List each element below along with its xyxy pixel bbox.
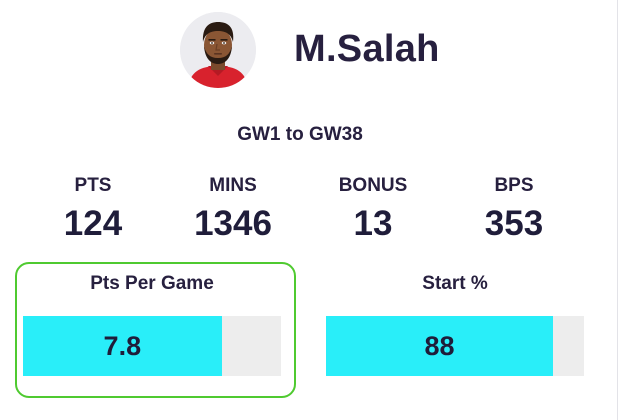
stat-value: 13: [353, 204, 393, 243]
player-name: M.Salah: [294, 28, 440, 70]
stat-value: 1346: [194, 204, 272, 243]
start-pct-bar-fill: [326, 316, 554, 376]
stat-value: 353: [484, 204, 544, 243]
gameweek-range: GW1 to GW38: [237, 124, 363, 145]
player-portrait-icon: [180, 12, 256, 88]
stat-label: BONUS: [338, 175, 408, 196]
pts-per-game-bar-fill: [23, 316, 222, 376]
player-avatar: [180, 12, 256, 88]
start-pct-value: 88: [424, 331, 455, 361]
pts-per-game-value: 7.8: [103, 331, 142, 361]
stat-label: BPS: [494, 175, 534, 196]
metric-label-pts-per-game: Pts Per Game: [90, 273, 214, 294]
highlight-box: [15, 262, 296, 398]
stat-mins: MINS 1346: [163, 174, 303, 244]
stat-label: PTS: [74, 175, 112, 196]
pts-per-game-bar: 7.8: [23, 316, 281, 376]
stat-value: 124: [63, 204, 123, 243]
stat-pts: PTS 124: [23, 174, 163, 244]
start-pct-bar: 88: [326, 316, 584, 376]
stat-bonus: BONUS 13: [303, 174, 443, 244]
metric-label-start-pct: Start %: [422, 273, 488, 294]
divider: [617, 0, 618, 420]
stat-label: MINS: [209, 175, 257, 196]
stat-bps: BPS 353: [444, 174, 584, 244]
